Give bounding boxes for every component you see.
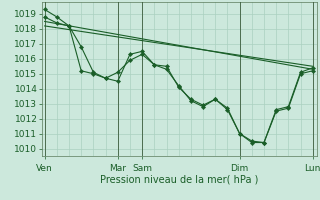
X-axis label: Pression niveau de la mer( hPa ): Pression niveau de la mer( hPa ) — [100, 174, 258, 184]
